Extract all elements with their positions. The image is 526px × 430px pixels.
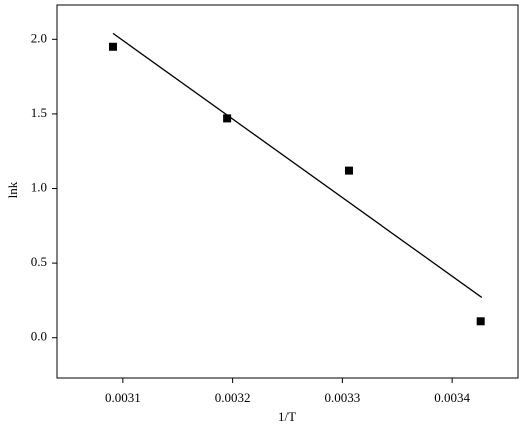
y-tick-label: 2.0	[31, 30, 47, 45]
plot-frame	[56, 4, 519, 379]
data-point	[344, 166, 353, 175]
x-tick-label: 0.0032	[215, 390, 251, 405]
x-tick-label: 0.0031	[105, 390, 141, 405]
y-tick-label: 1.0	[31, 180, 47, 195]
x-axis-label: 1/T	[278, 409, 296, 424]
y-axis-label: lnk	[5, 181, 20, 198]
fit-line	[112, 32, 483, 298]
y-tick-label: 1.5	[31, 105, 47, 120]
data-point	[476, 317, 485, 326]
data-point	[108, 42, 117, 51]
x-tick-label: 0.0034	[434, 390, 470, 405]
x-tick-label: 0.0033	[325, 390, 361, 405]
data-point	[223, 114, 232, 123]
y-tick-label: 0.5	[31, 254, 47, 269]
y-tick-label: 0.0	[31, 329, 47, 344]
